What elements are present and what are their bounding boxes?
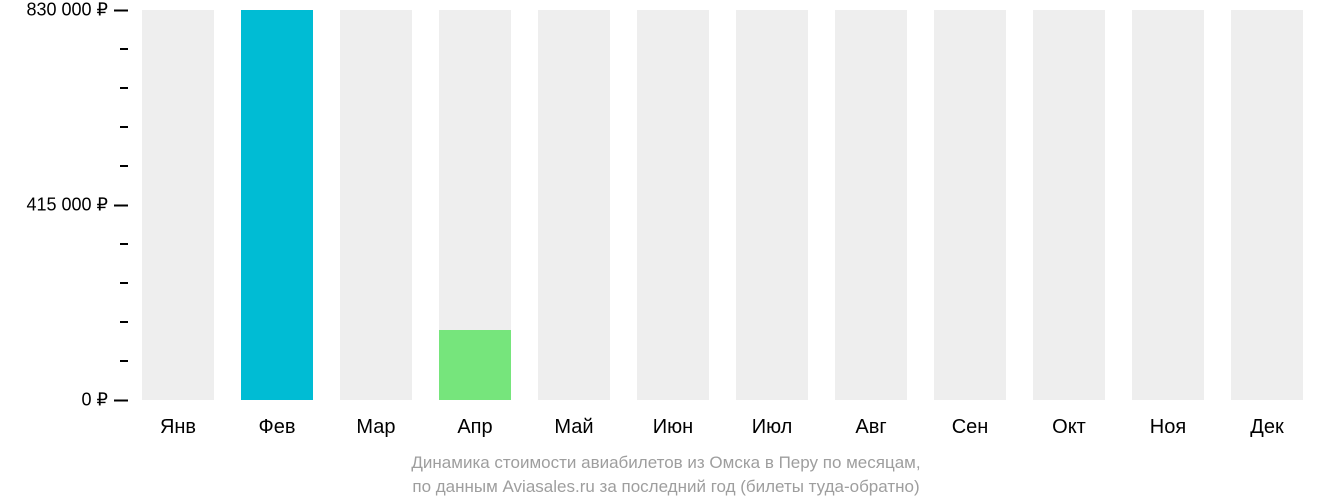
bar-background [637, 10, 709, 400]
bar-background [1231, 10, 1303, 400]
bar-Дек [1231, 10, 1303, 400]
plot-area [128, 10, 1318, 400]
bar-Авг [835, 10, 907, 400]
bar-Апр [439, 10, 511, 400]
y-tick-minor [120, 243, 128, 245]
bar-Сен [934, 10, 1006, 400]
bar-background [142, 10, 214, 400]
chart-caption-line1: Динамика стоимости авиабилетов из Омска … [0, 452, 1332, 475]
x-label-Май: Май [538, 416, 610, 439]
x-label-Дек: Дек [1231, 416, 1303, 439]
y-tick-minor [120, 321, 128, 323]
y-tick-mark [114, 204, 128, 206]
y-tick-minor [120, 126, 128, 128]
bar-background [538, 10, 610, 400]
x-label-Апр: Апр [439, 416, 511, 439]
bar-Мар [340, 10, 412, 400]
x-label-Ноя: Ноя [1132, 416, 1204, 439]
bar-Фев [241, 10, 313, 400]
x-label-Июл: Июл [736, 416, 808, 439]
x-label-Сен: Сен [934, 416, 1006, 439]
bar-background [736, 10, 808, 400]
bar-background [340, 10, 412, 400]
y-tick-label: 415 000 ₽ [26, 195, 114, 216]
bar-Янв [142, 10, 214, 400]
y-tick-major: 830 000 ₽ [0, 0, 128, 21]
x-label-Июн: Июн [637, 416, 709, 439]
y-tick-minor [120, 165, 128, 167]
bar-background [934, 10, 1006, 400]
y-tick-label: 0 ₽ [82, 390, 114, 411]
y-axis: 830 000 ₽ 415 000 ₽ 0 ₽ [0, 0, 128, 420]
bar-Окт [1033, 10, 1105, 400]
bar-Июл [736, 10, 808, 400]
y-tick-minor [120, 282, 128, 284]
bar-background [835, 10, 907, 400]
chart-caption-line2: по данным Aviasales.ru за последний год … [0, 476, 1332, 499]
y-tick-minor [120, 87, 128, 89]
x-label-Окт: Окт [1033, 416, 1105, 439]
x-label-Мар: Мар [340, 416, 412, 439]
y-tick-minor [120, 48, 128, 50]
bar-value [241, 10, 313, 400]
x-label-Фев: Фев [241, 416, 313, 439]
bar-Ноя [1132, 10, 1204, 400]
y-tick-major: 0 ₽ [0, 390, 128, 411]
bar-background [1033, 10, 1105, 400]
bar-Июн [637, 10, 709, 400]
y-tick-label: 830 000 ₽ [26, 0, 114, 21]
y-tick-minor [120, 360, 128, 362]
bar-value [439, 330, 511, 400]
y-tick-mark [114, 399, 128, 401]
bar-background [1132, 10, 1204, 400]
y-tick-mark [114, 9, 128, 11]
bar-Май [538, 10, 610, 400]
price-chart: 830 000 ₽ 415 000 ₽ 0 ₽ Динамика стоимости… [0, 0, 1332, 502]
y-tick-major: 415 000 ₽ [0, 195, 128, 216]
x-label-Янв: Янв [142, 416, 214, 439]
x-label-Авг: Авг [835, 416, 907, 439]
